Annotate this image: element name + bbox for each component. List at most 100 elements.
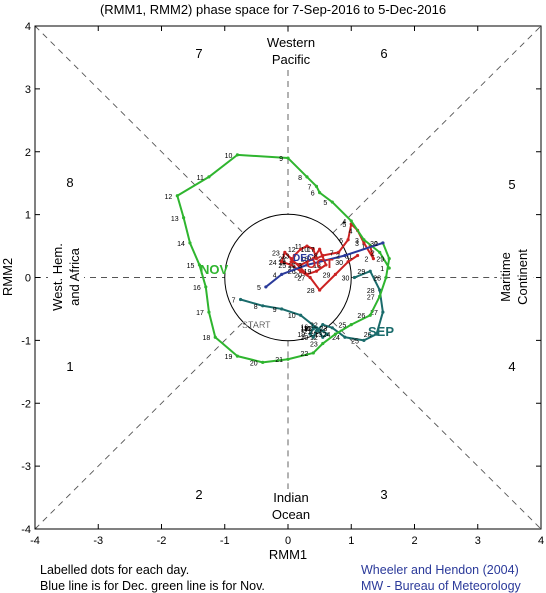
- day-point: [387, 257, 391, 261]
- day-point: [311, 257, 315, 261]
- day-point: [314, 184, 319, 188]
- month-label-dec: DEC: [293, 253, 314, 264]
- day-point: [280, 307, 284, 311]
- day-label: 25: [338, 323, 346, 330]
- day-point: [362, 338, 366, 342]
- day-label: 24: [323, 332, 331, 339]
- day-label: 5: [342, 222, 346, 229]
- day-point: [280, 260, 284, 264]
- day-point: [286, 156, 290, 160]
- day-label: 24: [332, 335, 340, 342]
- day-point: [182, 216, 186, 220]
- day-label: 23: [272, 250, 280, 257]
- day-point: [368, 313, 372, 317]
- day-label: 19: [225, 354, 233, 361]
- day-point: [292, 253, 296, 258]
- x-tick-label: 4: [538, 535, 544, 547]
- day-label: 5: [257, 285, 261, 292]
- day-point: [314, 257, 319, 261]
- day-label: 1: [380, 266, 384, 273]
- region-label-backdrop-right: [497, 236, 533, 316]
- day-label: 11: [197, 175, 204, 182]
- day-label: 25: [351, 338, 359, 345]
- day-point: [371, 257, 375, 261]
- month-label-sep: SEP: [368, 324, 394, 339]
- region-western-pacific-line2: Pacific: [272, 52, 311, 67]
- day-point: [333, 272, 338, 276]
- day-label: 26: [364, 332, 372, 339]
- region-maritime-continent-line2: Continent: [515, 249, 530, 305]
- day-label: 13: [314, 332, 322, 339]
- day-label: 17: [301, 327, 309, 334]
- x-tick-label: -1: [220, 535, 230, 547]
- phase-3-label: 3: [380, 487, 387, 502]
- guide-diagonal: [332, 321, 542, 530]
- day-label: 8: [254, 304, 258, 311]
- y-tick-label: -4: [21, 524, 31, 536]
- day-label: 1: [361, 244, 365, 251]
- day-point: [381, 310, 385, 314]
- day-point: [346, 238, 350, 242]
- day-label: 10: [288, 313, 296, 320]
- day-point: [204, 285, 208, 289]
- day-label: 18: [301, 326, 309, 333]
- day-point: [289, 263, 293, 267]
- day-point: [362, 238, 366, 242]
- region-west-hem-africa-line1: West. Hem.: [50, 243, 65, 311]
- day-label: 15: [304, 326, 312, 333]
- day-label: 17: [307, 247, 315, 254]
- region-label-backdrop-bottom: [266, 489, 316, 523]
- day-label: 7: [330, 250, 334, 257]
- day-point: [374, 332, 379, 336]
- y-tick-label: 0: [25, 273, 31, 285]
- phase-guides: [34, 25, 542, 530]
- day-point: [197, 263, 202, 267]
- day-label: 26: [288, 269, 296, 276]
- day-point: [362, 241, 366, 245]
- x-tick-label: -3: [93, 535, 103, 547]
- day-point: [207, 310, 211, 314]
- region-west-hem-africa-line2: and Africa: [67, 247, 82, 306]
- day-label: 16: [193, 285, 201, 292]
- day-label: 5: [323, 200, 327, 207]
- month-label-oct: OCT: [306, 256, 334, 271]
- series-line: [176, 153, 391, 364]
- day-point: [264, 285, 268, 289]
- day-label: 14: [310, 329, 318, 336]
- day-label: 25: [278, 263, 286, 270]
- day-point: [314, 329, 319, 333]
- day-label: 3: [355, 241, 359, 248]
- day-point: [321, 323, 325, 327]
- x-tick-label: -2: [157, 535, 167, 547]
- day-point: [261, 304, 265, 308]
- y-tick-label: 4: [25, 21, 31, 33]
- phase-6-label: 6: [380, 46, 387, 61]
- day-label: 9: [279, 156, 283, 163]
- day-label: 23: [310, 342, 318, 349]
- day-point: [311, 326, 315, 330]
- day-point: [308, 332, 312, 336]
- day-label: 8: [298, 175, 302, 182]
- day-label: 7: [308, 184, 312, 191]
- day-label: 31: [345, 253, 353, 260]
- day-label: 27: [367, 294, 375, 301]
- day-label: 29: [357, 269, 365, 276]
- day-label: 4: [342, 219, 346, 226]
- phase-1-label: 1: [66, 359, 73, 374]
- day-label: 21: [275, 357, 283, 364]
- day-point: [349, 219, 353, 223]
- day-label: 13: [282, 253, 290, 260]
- day-label: 18: [313, 263, 321, 270]
- y-tick-label: -1: [21, 335, 31, 347]
- day-point: [352, 275, 357, 280]
- day-label: 2: [336, 253, 340, 260]
- day-label: 19: [304, 269, 312, 276]
- day-label: 24: [269, 260, 277, 267]
- day-point: [378, 294, 382, 298]
- y-tick-label: -2: [21, 398, 31, 410]
- day-point: [346, 260, 350, 264]
- day-point: [305, 272, 309, 276]
- day-point: [337, 250, 341, 254]
